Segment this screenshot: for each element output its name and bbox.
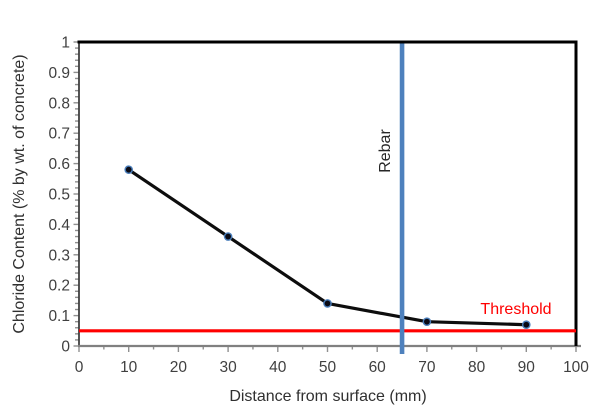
x-tick-label: 0 [75, 359, 84, 376]
y-tick-label: 1 [61, 35, 70, 52]
x-tick-label: 90 [518, 359, 536, 376]
x-tick-label: 80 [468, 359, 486, 376]
y-tick-label: 0 [61, 339, 70, 356]
data-point-marker [223, 232, 233, 241]
x-tick-label: 10 [120, 359, 138, 376]
y-tick-label: 0.4 [48, 217, 70, 234]
x-axis-title: Distance from surface (mm) [229, 388, 427, 405]
x-tick-label: 40 [269, 359, 287, 376]
y-tick-label: 0.2 [48, 278, 70, 295]
x-tick-label: 60 [369, 359, 387, 376]
x-tick-label: 30 [219, 359, 237, 376]
data-point-marker [522, 320, 531, 330]
y-tick-label: 0.7 [48, 126, 70, 143]
threshold-annotation-label: Threshold [480, 301, 552, 318]
y-tick-label: 0.1 [48, 308, 70, 325]
data-point-marker [323, 299, 332, 308]
x-tick-label: 50 [319, 359, 337, 376]
y-tick-label: 0.3 [48, 247, 70, 264]
rebar-annotation-label: Rebar [377, 129, 394, 173]
y-tick-label: 0.8 [48, 95, 70, 112]
y-tick-label: 0.9 [48, 65, 70, 82]
x-tick-label: 100 [563, 359, 589, 376]
x-tick-label: 20 [170, 359, 188, 376]
x-tick-label: 70 [418, 359, 436, 376]
y-axis-title: Chloride Content (% by wt. of concrete) [11, 54, 28, 334]
y-tick-label: 0.5 [48, 187, 70, 204]
y-tick-label: 0.6 [48, 156, 70, 173]
data-point-marker [422, 317, 432, 326]
data-point-marker [124, 165, 133, 174]
